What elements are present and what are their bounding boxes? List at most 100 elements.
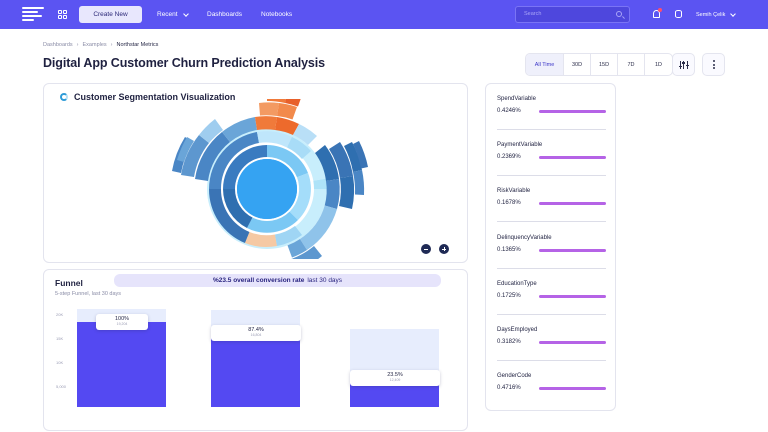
sunburst-segment[interactable] [300,205,337,251]
funnel-step-bar[interactable] [211,332,300,407]
sunburst-segment[interactable] [181,135,209,177]
feature-row[interactable]: GenderCode 0.4716% [497,361,606,407]
feature-row[interactable]: DelinquencyVariable 0.1365% [497,223,606,269]
feature-importance-card: SpendVariable 0.4246% PaymentVariable 0.236… [485,83,616,411]
sunburst-segment[interactable] [199,119,223,143]
feature-bar [539,156,606,160]
range-all-time[interactable]: All Time [526,54,564,75]
y-tick-label: 10K [56,360,64,365]
feature-row[interactable]: EducationType 0.1725% [497,269,606,315]
range-15d[interactable]: 15D [591,54,618,75]
sunburst-segment[interactable] [285,99,301,107]
segmentation-card: Customer Segmentation Visualization [43,83,468,263]
sunburst-segment[interactable] [257,131,292,148]
sunburst-segment[interactable] [255,116,277,130]
feature-row[interactable]: PaymentVariable 0.2369% [497,130,606,177]
funnel-title: Funnel [55,278,83,288]
y-tick-label: 5,000 [56,384,67,389]
time-range-selector: All Time 30D 15D 7D 1D [525,53,673,76]
feature-bar [539,110,606,113]
sunburst-segment[interactable] [313,178,328,189]
feature-row[interactable]: DaysEmployed 0.3182% [497,315,606,361]
sunburst-segment[interactable] [339,176,355,209]
funnel-step-bar[interactable] [77,321,166,407]
funnel-step-label: 100% 19,204 [96,313,148,330]
sunburst-segment[interactable] [293,124,317,145]
row-divider [497,360,606,361]
sunburst-segment[interactable] [259,102,279,116]
sunburst-segment[interactable] [223,189,253,228]
feature-name: DelinquencyVariable [497,234,552,241]
sunburst-segment[interactable] [208,189,250,243]
database-icon[interactable] [675,10,682,18]
sunburst-segment[interactable] [292,246,323,259]
search-input[interactable]: Search [515,6,630,23]
create-new-button[interactable]: Create New [79,6,142,23]
sunburst-segment[interactable] [344,142,362,172]
feature-name: PaymentVariable [497,142,543,149]
app-logo-icon[interactable] [22,7,44,22]
nav-notebooks[interactable]: Notebooks [261,11,293,18]
sunburst-segment[interactable] [329,142,353,178]
bell-icon[interactable] [653,10,660,18]
funnel-step-percent: 100% [114,315,130,322]
sunburst-segment[interactable] [245,232,277,248]
range-7d[interactable]: 7D [618,54,645,75]
sunburst-segment[interactable] [223,145,267,189]
breadcrumb: Dashboards › Examples › Northstar Metrics [43,42,158,48]
sunburst-chart[interactable] [164,99,394,259]
funnel-step-count: 12,409 [389,377,401,382]
breadcrumb-dashboards[interactable]: Dashboards [43,42,73,48]
feature-bar [539,202,606,206]
more-vertical-icon [712,60,715,69]
nav-dashboards[interactable]: Dashboards [207,11,243,18]
notification-badge [658,8,662,12]
sunburst-segment[interactable] [247,211,298,233]
user-menu[interactable]: Semih Çelik [696,0,737,29]
feature-value: 0.3182% [497,339,521,345]
sunburst-segment[interactable] [282,258,297,260]
sunburst-segment[interactable] [177,137,194,162]
sunburst-segment[interactable] [287,137,311,159]
more-options-button[interactable] [702,53,725,76]
breadcrumb-separator: › [110,42,113,48]
sunburst-segment[interactable] [315,145,339,181]
funnel-step-percent: 23.5% [387,371,403,378]
range-1d[interactable]: 1D [654,61,663,68]
zoom-out-icon[interactable] [421,244,431,254]
conversion-rate-value: %23.5 overall conversion rate [212,277,305,284]
range-30d[interactable]: 30D [564,54,591,75]
nav-recent[interactable]: Recent [157,0,189,29]
filter-button[interactable] [672,53,695,76]
user-name: Semih Çelik [696,11,726,18]
sunburst-segment[interactable] [275,226,302,246]
sunburst-segment[interactable] [353,170,365,195]
feature-value: 0.1725% [497,292,521,299]
sunburst-segment[interactable] [353,141,368,169]
row-divider [497,175,606,177]
sunburst-core[interactable] [237,159,297,219]
feature-name: DaysEmployed [497,327,538,333]
zoom-in-icon[interactable] [439,244,449,254]
sunburst-segment[interactable] [275,117,299,135]
funnel-card: Funnel 5-step Funnel, last 30 days %23.5… [43,269,468,431]
sunburst-segment[interactable] [289,173,311,220]
y-tick-label: 15K [56,336,64,341]
sunburst-segment[interactable] [209,132,259,189]
sunburst-segment[interactable] [222,117,257,142]
search-icon [616,11,622,17]
feature-row[interactable]: RiskVariable 0.1678% [497,176,606,223]
feature-row[interactable]: SpendVariable 0.4246% [497,84,606,130]
sunburst-segment[interactable] [267,99,287,103]
breadcrumb-separator: › [76,42,79,48]
sunburst-segment[interactable] [195,132,230,181]
sunburst-segment[interactable] [267,145,308,178]
sunburst-segment[interactable] [277,103,297,120]
feature-value: 0.1678% [497,200,521,207]
apps-grid-icon[interactable] [58,10,67,19]
breadcrumb-examples[interactable]: Examples [82,42,107,48]
sunburst-segment[interactable] [324,179,340,209]
feature-name: EducationType [497,280,537,287]
sliders-icon [678,60,689,69]
sunburst-segment[interactable] [287,239,308,258]
